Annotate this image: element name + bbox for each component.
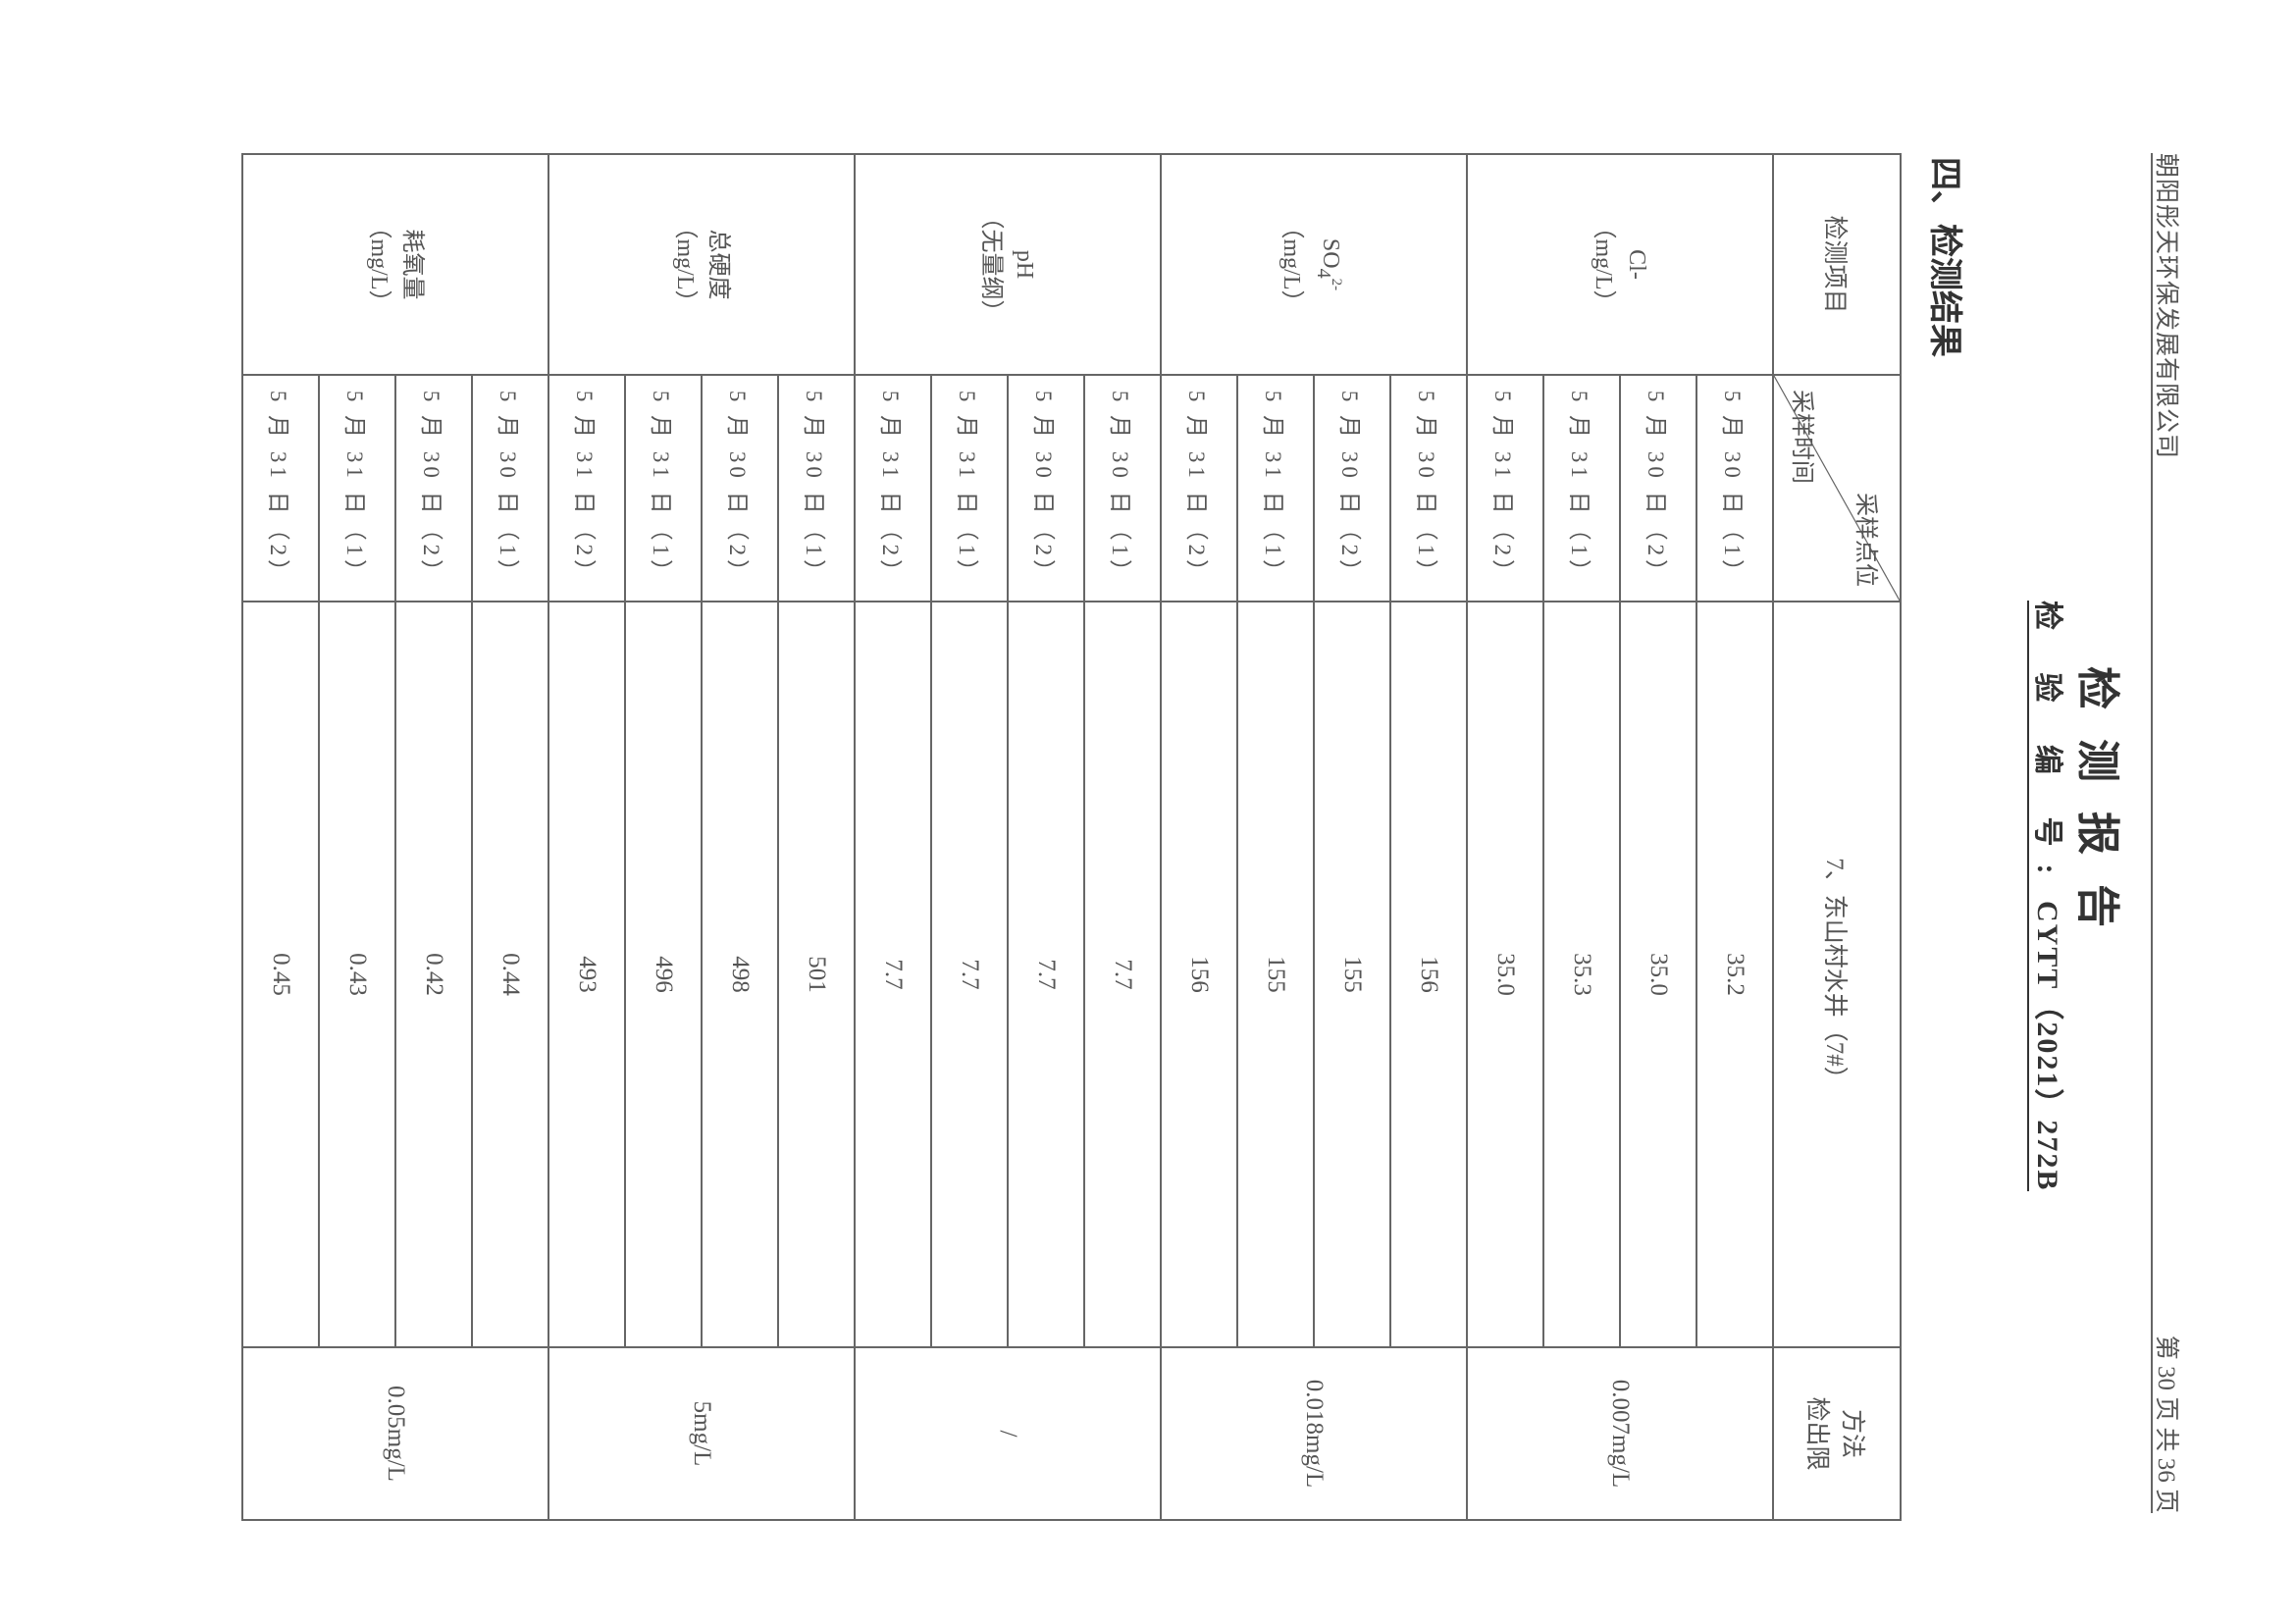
result-value: 7.7 xyxy=(931,602,1008,1347)
header-limit-method: 方法 xyxy=(1839,1408,1865,1458)
detection-limit: 0.007mg/L xyxy=(1467,1347,1773,1520)
item-cell: 耗氧量 （mg/L） xyxy=(242,154,548,375)
item-unit: （mg/L） xyxy=(1278,215,1304,314)
sample-date: 5 月 31 日（2） xyxy=(242,375,319,602)
result-value: 496 xyxy=(625,602,702,1347)
detection-limit: 0.018mg/L xyxy=(1161,1347,1467,1520)
detection-limit: / xyxy=(855,1347,1161,1520)
item-name: Cl- xyxy=(1624,249,1649,280)
item-cell: Cl- （mg/L） xyxy=(1467,154,1773,375)
section-title: 四、检测结果 xyxy=(1926,157,1962,357)
sample-date: 5 月 31 日（1） xyxy=(625,375,702,602)
sample-date: 5 月 30 日（2） xyxy=(702,375,778,602)
page-number: 第 30 页 共 36 页 xyxy=(2153,1335,2179,1513)
result-value: 0.42 xyxy=(395,602,472,1347)
results-table: 检测项目 采样点位 采样时间 7、东山村水井（7#） 方法 检出限 Cl- （mg… xyxy=(241,153,1902,1521)
sample-date: 5 月 31 日（1） xyxy=(319,375,395,602)
item-name: 总硬度 xyxy=(705,229,731,300)
sample-date: 5 月 31 日（2） xyxy=(1161,375,1237,602)
item-unit: （mg/L） xyxy=(672,215,698,314)
result-value: 7.7 xyxy=(1008,602,1084,1347)
result-value: 35.0 xyxy=(1467,602,1543,1347)
result-value: 156 xyxy=(1161,602,1237,1347)
detection-limit: 0.05mg/L xyxy=(242,1347,548,1520)
item-name: 耗氧量 xyxy=(399,229,425,300)
result-value: 7.7 xyxy=(1084,602,1161,1347)
result-value: 35.2 xyxy=(1696,602,1773,1347)
header-limit-detect: 检出限 xyxy=(1803,1396,1830,1471)
header-site: 采样点位 xyxy=(1852,493,1878,587)
report-title: 检测报告 xyxy=(2073,666,2121,957)
sample-date: 5 月 30 日（1） xyxy=(778,375,855,602)
table-row: 总硬度 （mg/L） 5 月 30 日（1） 501 5mg/L xyxy=(548,154,855,1520)
item-cell: 总硬度 （mg/L） xyxy=(548,154,855,375)
item-name: pH xyxy=(1012,249,1037,280)
table-row: Cl- （mg/L） 5 月 30 日（1） 35.2 0.007mg/L xyxy=(1467,154,1773,1520)
result-value: 35.3 xyxy=(1543,602,1620,1347)
result-value: 493 xyxy=(548,602,625,1347)
result-value: 0.44 xyxy=(472,602,548,1347)
sample-date: 5 月 31 日（1） xyxy=(1543,375,1620,602)
sample-date: 5 月 31 日（2） xyxy=(548,375,625,602)
sample-date: 5 月 30 日（2） xyxy=(1620,375,1696,602)
sample-date: 5 月 31 日（1） xyxy=(1237,375,1314,602)
result-value: 501 xyxy=(778,602,855,1347)
header-limit: 方法 检出限 xyxy=(1773,1347,1901,1520)
item-cell: SO42- （mg/L） xyxy=(1161,154,1467,375)
result-value: 498 xyxy=(702,602,778,1347)
result-value: 35.0 xyxy=(1620,602,1696,1347)
sample-date: 5 月 31 日（1） xyxy=(931,375,1008,602)
result-value: 155 xyxy=(1237,602,1314,1347)
table-row: pH （无量纲） 5 月 30 日（1） 7.7/ xyxy=(855,154,1161,1520)
report-number: 检 验 编 号: CYTT（2021）272B xyxy=(2027,601,2072,1192)
report-number-label: 检 验 编 号: xyxy=(2031,601,2063,892)
sample-date: 5 月 30 日（2） xyxy=(395,375,472,602)
header-time: 采样时间 xyxy=(1789,390,1814,484)
sample-date: 5 月 30 日（1） xyxy=(472,375,548,602)
sample-date: 5 月 31 日（2） xyxy=(855,375,931,602)
table-row: 耗氧量 （mg/L） 5 月 30 日（1） 0.44 0.05mg/L xyxy=(242,154,548,1520)
sample-date: 5 月 30 日（1） xyxy=(1696,375,1773,602)
table-header-row: 检测项目 采样点位 采样时间 7、东山村水井（7#） 方法 检出限 xyxy=(1773,154,1901,1520)
sample-date: 5 月 30 日（2） xyxy=(1008,375,1084,602)
page-header: 朝阳彤天环保发展有限公司 第 30 页 共 36 页 xyxy=(2151,153,2186,1513)
sample-date: 5 月 30 日（1） xyxy=(1084,375,1161,602)
result-value: 7.7 xyxy=(855,602,931,1347)
sample-date: 5 月 30 日（2） xyxy=(1314,375,1390,602)
header-site-name: 7、东山村水井（7#） xyxy=(1773,602,1901,1347)
sample-date: 5 月 31 日（2） xyxy=(1467,375,1543,602)
header-site-time: 采样点位 采样时间 xyxy=(1773,375,1901,602)
item-unit: （mg/L） xyxy=(1591,215,1616,314)
item-name: SO42- xyxy=(1313,237,1345,291)
result-value: 155 xyxy=(1314,602,1390,1347)
company-name: 朝阳彤天环保发展有限公司 xyxy=(2153,153,2179,460)
report-number-value: CYTT（2021）272B xyxy=(2031,901,2063,1192)
header-item: 检测项目 xyxy=(1773,154,1901,375)
item-cell: pH （无量纲） xyxy=(855,154,1161,375)
result-value: 156 xyxy=(1390,602,1467,1347)
table-row: SO42- （mg/L） 5 月 30 日（1） 156 0.018mg/L xyxy=(1161,154,1467,1520)
item-unit: （无量纲） xyxy=(978,205,1004,324)
diagonal-divider xyxy=(1774,376,1900,601)
sample-date: 5 月 30 日（1） xyxy=(1390,375,1467,602)
item-unit: （mg/L） xyxy=(366,215,391,314)
detection-limit: 5mg/L xyxy=(548,1347,855,1520)
result-value: 0.43 xyxy=(319,602,395,1347)
result-value: 0.45 xyxy=(242,602,319,1347)
